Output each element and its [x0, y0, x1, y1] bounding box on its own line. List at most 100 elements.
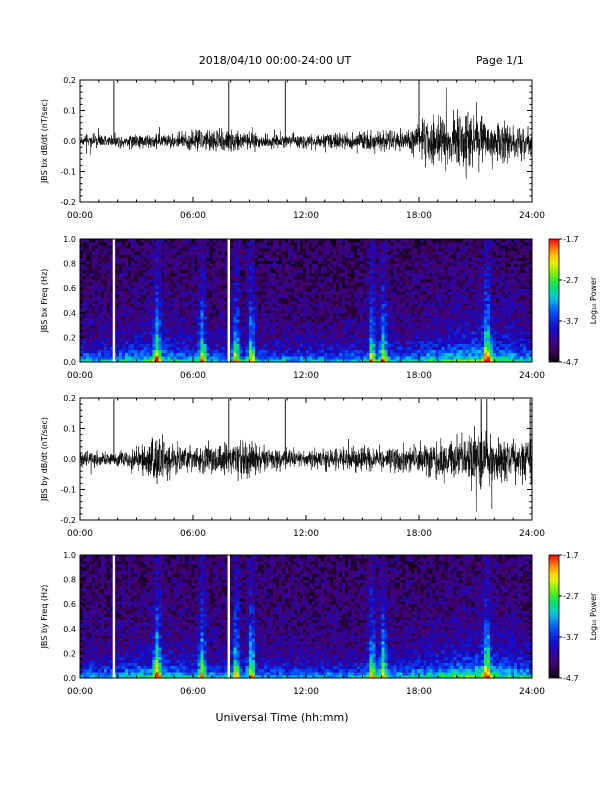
spectrogram-cell — [161, 288, 165, 292]
spectrogram-cell — [101, 352, 105, 357]
spectrogram-cell — [302, 288, 307, 292]
spectrogram-cell — [251, 349, 256, 354]
spectrogram-cell — [212, 300, 216, 304]
spectrogram-cell — [125, 303, 129, 308]
spectrogram-cell — [98, 349, 102, 354]
spectrogram-cell — [293, 358, 298, 363]
spectrogram-cell — [146, 254, 150, 258]
spectrogram-cell — [182, 340, 186, 344]
spectrogram-cell — [92, 251, 96, 255]
spectrogram-cell — [312, 266, 316, 271]
spectrogram-cell — [239, 355, 244, 360]
spectrogram-cell — [429, 245, 433, 249]
spectrogram-cell — [239, 278, 244, 283]
page-number: Page 1/1 — [476, 54, 524, 67]
spectrogram-cell — [176, 260, 180, 264]
spectrogram-cell — [143, 334, 147, 338]
spectrogram-cell — [378, 260, 382, 264]
spectrogram-cell — [212, 349, 216, 354]
spectrogram-cell — [239, 294, 244, 298]
spectrogram-cell — [411, 346, 415, 351]
spectrogram-cell — [116, 257, 120, 261]
spectrogram-cell — [188, 303, 192, 308]
spectrogram-cell — [369, 309, 373, 314]
spectrogram-cell — [411, 272, 415, 277]
spectrogram-cell — [83, 334, 87, 338]
spectrogram-cell — [396, 291, 400, 295]
spectrogram-cell — [333, 334, 337, 338]
spectrogram-cell — [309, 248, 313, 252]
spectrogram-cell — [275, 355, 280, 360]
spectrogram-cell — [128, 349, 132, 354]
spectrogram-cell — [116, 297, 120, 301]
spectrogram-cell — [236, 337, 241, 341]
spectrogram-cell — [236, 334, 241, 338]
spectrogram-cell — [302, 285, 307, 289]
spectrogram-cell — [438, 251, 442, 255]
spectrogram-cell — [263, 282, 268, 286]
spectrogram-cell — [86, 254, 90, 258]
spectrogram-cell — [293, 288, 298, 292]
spectrogram-cell — [306, 239, 310, 243]
spectrogram-cell — [137, 315, 141, 320]
spectrogram-cell — [426, 282, 430, 286]
spectrogram-cell — [110, 337, 114, 341]
spectrogram-cell — [236, 260, 241, 264]
spectrogram-cell — [363, 346, 367, 351]
spectrogram-cell — [134, 294, 138, 298]
spectrogram-cell — [306, 303, 310, 308]
spectrogram-cell — [176, 285, 180, 289]
spectrogram-cell — [287, 260, 292, 264]
spectrogram-cell — [393, 352, 397, 357]
spectrogram-cell — [197, 239, 201, 243]
spectrogram-cell — [327, 239, 331, 243]
spectrogram-cell — [248, 328, 253, 332]
spectrogram-cell — [251, 260, 256, 264]
spectrogram-cell — [116, 245, 120, 249]
spectrogram-cell — [119, 334, 123, 338]
spectrogram-cell — [116, 300, 120, 304]
spectrogram-cell — [167, 288, 171, 292]
spectrogram-cell — [116, 346, 120, 351]
spectrogram-cell — [230, 291, 235, 295]
spectrogram-cell — [327, 331, 331, 335]
spectrogram-cell — [287, 312, 292, 317]
spectrogram-cell — [188, 248, 192, 252]
spectrogram-cell — [402, 358, 406, 363]
spectrogram-cell — [426, 309, 430, 314]
spectrogram-cell — [221, 242, 226, 246]
spectrogram-cell — [137, 272, 141, 277]
spectrogram-cell — [366, 275, 370, 280]
spectrogram-cell — [324, 358, 328, 363]
spectrogram-cell — [197, 282, 201, 286]
spectrogram-cell — [290, 278, 295, 283]
spectrogram-cell — [92, 349, 96, 354]
spectrogram-cell — [333, 328, 337, 332]
spectrogram-cell — [218, 278, 223, 283]
spectrogram-cell — [321, 297, 325, 301]
spectrogram-cell — [80, 355, 84, 360]
spectrogram-cell — [104, 322, 108, 326]
spectrogram-cell — [260, 312, 265, 317]
spectrogram-cell — [378, 309, 382, 314]
spectrogram-cell — [182, 297, 186, 301]
spectrogram-cell — [224, 340, 229, 344]
spectrogram-cell — [414, 288, 418, 292]
spectrogram-cell — [170, 294, 174, 298]
spectrogram-cell — [281, 251, 286, 255]
spectrogram-cell — [266, 337, 271, 341]
spectrogram-cell — [369, 266, 373, 271]
waveform-panel-0: 00:00 06:00 12:00 18:00 24:000.20.10.0-0.1-0… — [40, 76, 545, 221]
spectrogram-cell — [221, 291, 226, 295]
spectrogram-cell — [375, 334, 379, 338]
spectrogram-cell — [92, 282, 96, 286]
spectrogram-cell — [152, 303, 156, 308]
spectrogram-cell — [176, 257, 180, 261]
spectrogram-cell — [191, 343, 195, 348]
spectrogram-cell — [194, 349, 198, 354]
spectrogram-cell — [312, 245, 316, 249]
spectrogram-cell — [161, 309, 165, 314]
spectrogram-cell — [215, 334, 220, 338]
spectrogram-cell — [411, 275, 415, 280]
spectrogram-cell — [116, 340, 120, 344]
